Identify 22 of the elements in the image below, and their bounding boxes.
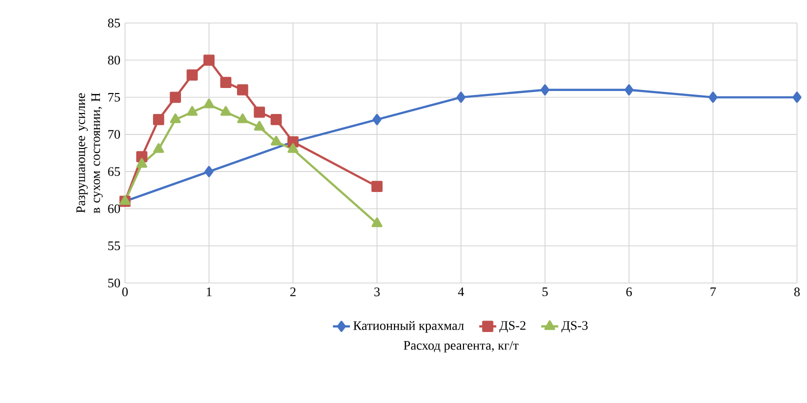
y-tick-label: 65	[108, 167, 120, 176]
y-tick-label: 70	[108, 130, 120, 139]
y-tick-label: 85	[108, 18, 120, 28]
y-tick-label: 60	[108, 204, 120, 214]
y-tick-label: 75	[108, 92, 120, 102]
legend-label: ДS-2	[499, 321, 526, 332]
x-tick-label: 4	[458, 288, 464, 296]
y-tick-label: 80	[108, 56, 120, 65]
x-tick-label: 8	[794, 288, 800, 296]
x-tick-label: 6	[626, 288, 632, 296]
y-tick-label: 50	[108, 278, 120, 288]
x-tick-label: 1	[206, 288, 212, 296]
legend-label: ДS-3	[561, 321, 588, 332]
x-axis-title: Расход реагента, кг/т	[404, 341, 518, 352]
x-tick-label: 0	[122, 288, 128, 296]
y-tick-label: 55	[108, 242, 120, 250]
x-tick-label: 2	[290, 288, 296, 296]
legend-label: Катионный крахмал	[353, 320, 464, 333]
x-tick-label: 7	[710, 288, 716, 296]
x-tick-label: 3	[374, 288, 380, 296]
y-axis-title: Разрушающее усилие в сухом состоянии, Н	[76, 92, 103, 214]
x-tick-label: 5	[542, 288, 548, 296]
